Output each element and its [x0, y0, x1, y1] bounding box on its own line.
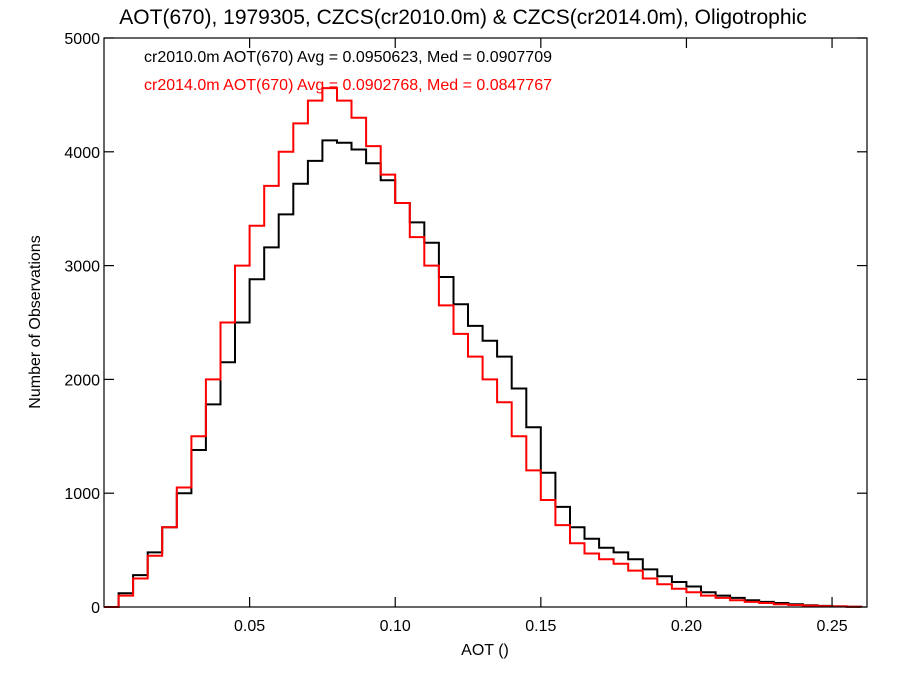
x-tick-label: 0.05	[234, 618, 265, 635]
chart-title: AOT(670), 1979305, CZCS(cr2010.0m) & CZC…	[119, 6, 806, 29]
series-layer	[104, 87, 863, 608]
plot-frame	[103, 37, 868, 608]
y-tick-label: 3000	[64, 259, 100, 276]
ticks-layer: 0.05 0.10 0.15 0.20 0.25 0 1000 2000 3000 4000 500…	[64, 31, 867, 635]
x-axis-label: AOT ()	[461, 642, 509, 659]
y-tick-label: 1000	[64, 486, 100, 503]
x-tick-label: 0.25	[816, 618, 847, 635]
y-tick-label: 2000	[64, 372, 100, 389]
series-1-line	[104, 139, 863, 608]
x-tick-label: 0.20	[671, 618, 702, 635]
series-2-line	[104, 87, 863, 608]
x-tick-label: 0.15	[525, 618, 556, 635]
legend-entry-series-2: cr2014.0m AOT(670) Avg = 0.0902768, Med …	[144, 77, 552, 94]
y-tick-label: 5000	[64, 31, 100, 48]
y-tick-label: 0	[91, 600, 100, 617]
legend-entry-series-1: cr2010.0m AOT(670) Avg = 0.0950623, Med …	[144, 49, 552, 66]
x-tick-label: 0.10	[380, 618, 411, 635]
y-axis-label: Number of Observations	[27, 235, 44, 408]
y-tick-label: 4000	[64, 145, 100, 162]
